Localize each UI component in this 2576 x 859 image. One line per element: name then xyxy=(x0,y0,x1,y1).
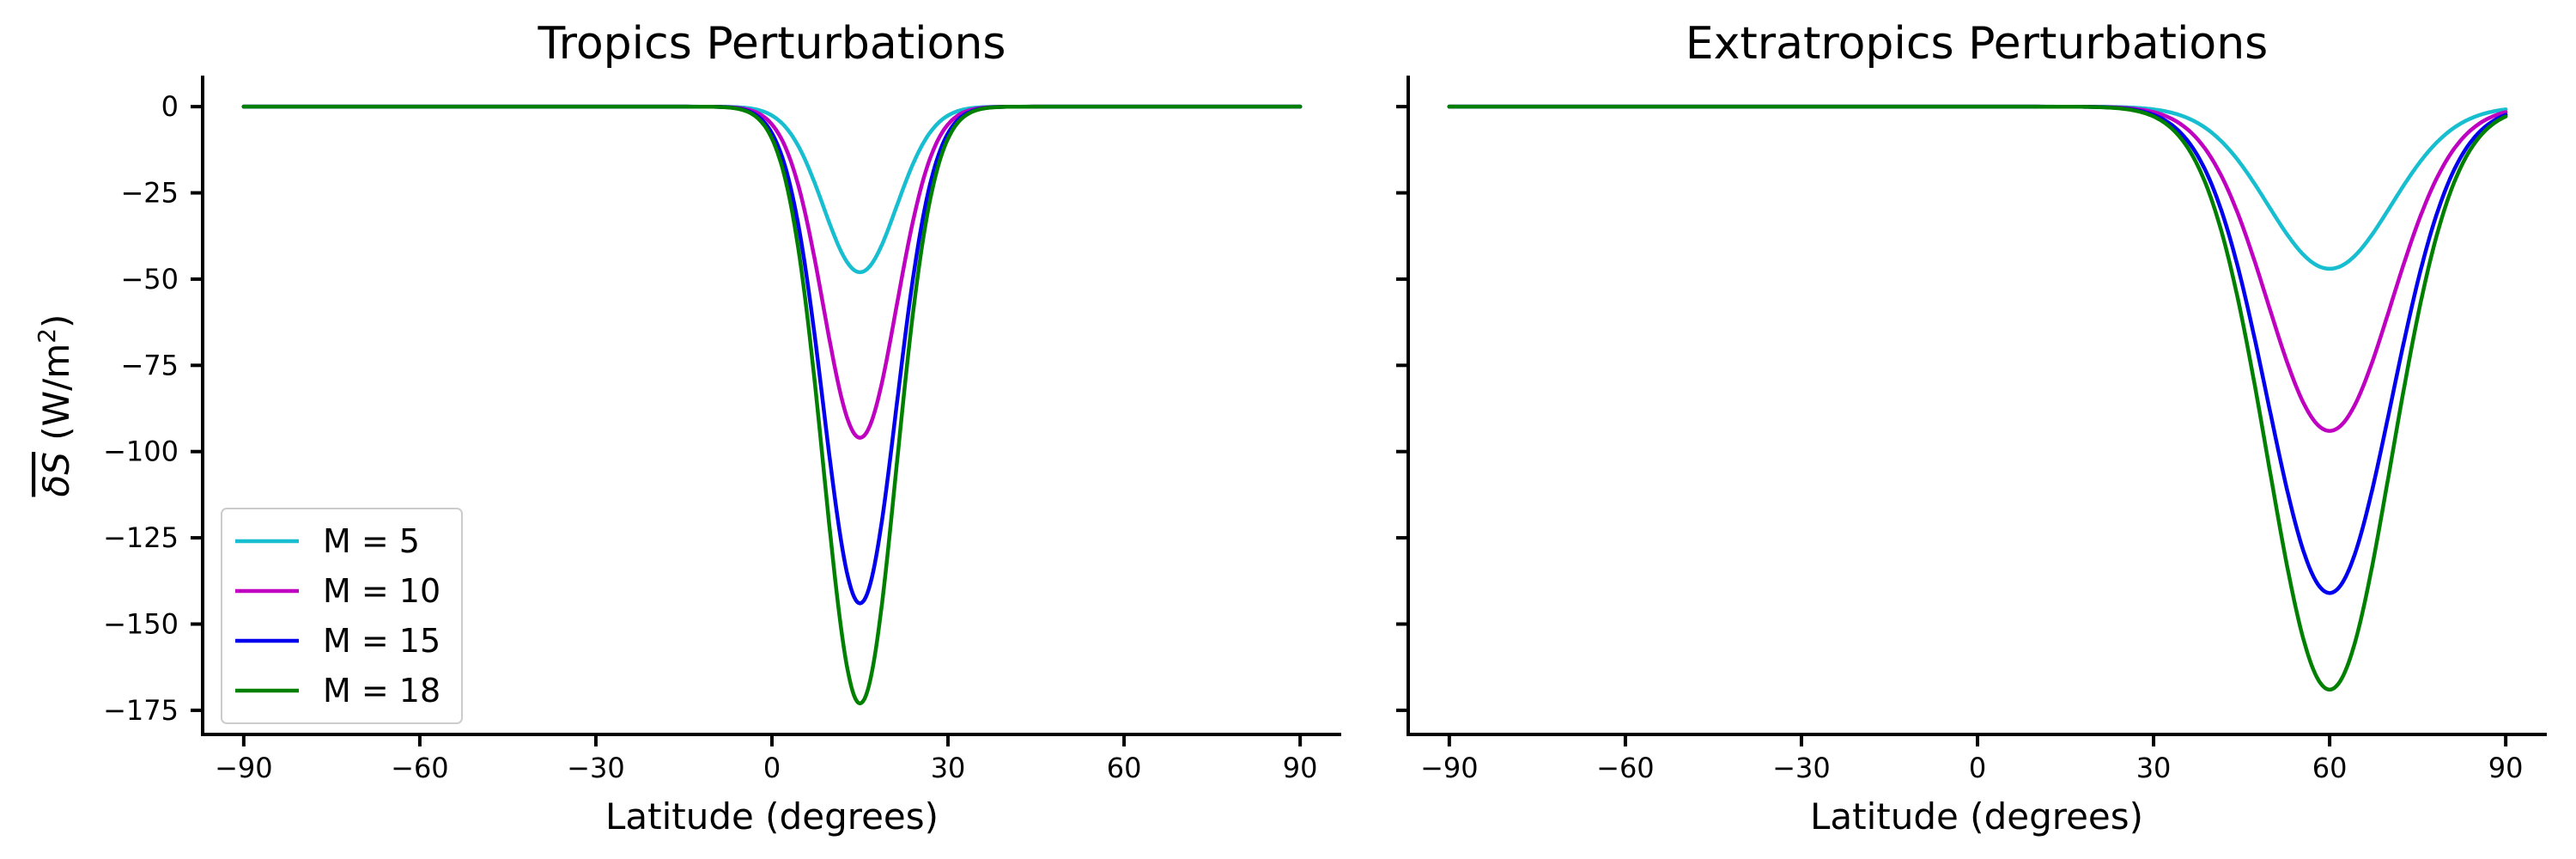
plot-area xyxy=(1447,104,2508,692)
y-ticks xyxy=(1396,105,1408,712)
series-line xyxy=(1447,104,2508,433)
x-axis-label: Latitude (degrees) xyxy=(1810,795,2143,838)
legend-label: M = 5 xyxy=(323,522,420,560)
x-tick-label: −90 xyxy=(1420,752,1479,784)
y-axis-label-unit: (W/m xyxy=(35,344,77,452)
legend-label: M = 15 xyxy=(323,622,440,660)
extratropics-panel: Extratropics Perturbations Latitude (deg… xyxy=(1396,18,2547,838)
series-line xyxy=(241,104,1303,706)
x-tick-label: −60 xyxy=(1596,752,1655,784)
legend-label: M = 10 xyxy=(323,572,440,610)
y-ticks: 0 −25 −50 −75 −100 −125 −150 −175 xyxy=(103,90,203,727)
y-tick-label: −175 xyxy=(103,694,179,727)
y-tick-label: −100 xyxy=(103,436,179,468)
x-tick-label: 60 xyxy=(2312,752,2348,784)
y-axis-label-symbol: δS xyxy=(35,452,77,497)
series-line xyxy=(1447,104,2508,595)
y-tick-label: −125 xyxy=(103,521,179,554)
panel-title: Extratropics Perturbations xyxy=(1686,18,2269,70)
x-tick-label: −60 xyxy=(391,752,449,784)
y-tick-label: −50 xyxy=(120,263,179,295)
x-tick-label: 0 xyxy=(1969,752,1986,784)
series-line xyxy=(1447,104,2508,271)
x-tick-label: −30 xyxy=(567,752,625,784)
x-tick-label: 30 xyxy=(2136,752,2172,784)
x-ticks: −90 −60 −30 0 30 60 90 xyxy=(1420,734,2524,784)
x-axis-label: Latitude (degrees) xyxy=(605,795,939,838)
x-tick-label: −90 xyxy=(215,752,273,784)
y-tick-label: −150 xyxy=(103,607,179,640)
y-axis-label-close: ) xyxy=(35,314,77,328)
y-axis-label-exp: 2 xyxy=(33,328,61,344)
panel-title: Tropics Perturbations xyxy=(537,18,1005,70)
x-ticks: −90 −60 −30 0 30 60 90 xyxy=(215,734,1318,784)
y-tick-label: −75 xyxy=(120,349,179,381)
y-axis-label: δS (W/m2) xyxy=(33,314,77,497)
legend-frame xyxy=(221,508,463,724)
x-tick-label: 30 xyxy=(931,752,966,784)
x-tick-label: 60 xyxy=(1107,752,1142,784)
y-tick-label: −25 xyxy=(120,177,179,210)
tropics-panel: Tropics Perturbations Latitude (degrees)… xyxy=(33,18,1341,838)
legend-label: M = 18 xyxy=(323,672,440,710)
x-tick-label: −30 xyxy=(1772,752,1831,784)
x-tick-label: 0 xyxy=(763,752,781,784)
x-tick-label: 90 xyxy=(2488,752,2524,784)
series-line xyxy=(1447,104,2508,692)
axes-spines xyxy=(1406,76,2547,736)
series-line xyxy=(241,104,1303,440)
axes-spines xyxy=(201,76,1341,736)
plot-area xyxy=(241,104,1303,706)
legend: M = 5 M = 10 M = 15 M = 18 xyxy=(221,508,463,724)
y-tick-label: 0 xyxy=(161,90,179,123)
x-tick-label: 90 xyxy=(1283,752,1318,784)
